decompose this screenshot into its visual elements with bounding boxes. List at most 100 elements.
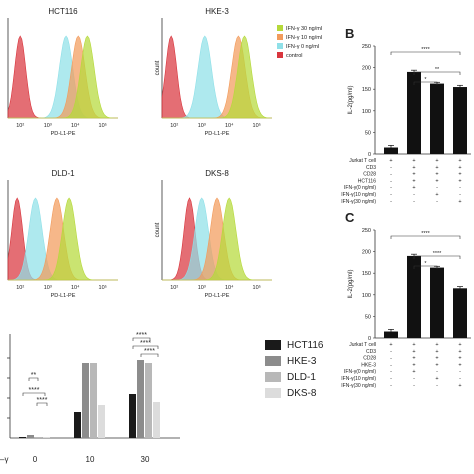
panel-condition-label: CD3 <box>366 165 376 171</box>
histogram-xlabel: PD-L1-PE <box>51 131 76 137</box>
panel-condition-mark: + <box>458 349 461 355</box>
panel-significance-label: **** <box>433 251 442 257</box>
panel-significance-label: **** <box>421 47 430 53</box>
panel-condition-mark: - <box>390 376 392 382</box>
panel-condition-mark: - <box>459 376 461 382</box>
bottom-bar <box>145 363 152 438</box>
histogram-tick-label: 10³ <box>44 285 52 291</box>
histogram-tick-label: 10⁴ <box>71 284 80 291</box>
panel-letter: C <box>345 210 355 225</box>
panel-condition-label: IFN-γ(10 ng/ml) <box>341 376 376 382</box>
panel-condition-mark: + <box>435 362 438 368</box>
panel-condition-label: IFN-γ(0 ng/ml) <box>344 369 376 375</box>
bottom-significance-bracket <box>36 402 48 406</box>
legend-swatch <box>277 43 283 49</box>
histogram-curve-ifn30 <box>8 35 118 119</box>
histogram-title: DKS-8 <box>205 169 229 178</box>
bottom-significance-bracket <box>132 337 151 341</box>
panel-b-chart: B050100150200250IL-2(pg/ml)*******Jurkat… <box>341 26 471 205</box>
panel-condition-mark: - <box>390 185 392 191</box>
bottom-legend-swatch <box>265 340 281 350</box>
panel-condition-mark: - <box>390 172 392 178</box>
panel-bar <box>453 87 467 154</box>
panel-condition-label: IFN-γ(30 ng/ml) <box>341 199 376 205</box>
panel-y-tick-label: 50 <box>365 130 371 136</box>
histogram-title: HCT116 <box>48 7 78 16</box>
panel-significance-bracket <box>413 255 461 259</box>
histogram-ylabel: count <box>155 222 161 237</box>
histogram-tick-label: 10³ <box>198 285 206 291</box>
panel-y-tick-label: 150 <box>362 87 371 93</box>
bottom-legend-swatch <box>265 388 281 398</box>
panel-significance-bracket <box>390 51 461 55</box>
panel-condition-label: Jurkat T cell <box>349 342 376 348</box>
panel-condition-mark: + <box>435 178 438 184</box>
panel-condition-label: CD28 <box>363 356 376 362</box>
legend-label: control <box>286 53 303 59</box>
panel-significance-bracket <box>413 71 461 75</box>
panel-condition-label: HCT116 <box>358 178 376 184</box>
panel-condition-mark: + <box>435 342 438 348</box>
panel-y-tick-label: 250 <box>362 44 371 50</box>
bottom-legend-swatch <box>265 372 281 382</box>
panel-bar <box>453 288 467 338</box>
bottom-bar <box>98 405 105 438</box>
panel-condition-mark: + <box>435 192 438 198</box>
histogram-tick-label: 10⁴ <box>225 122 234 129</box>
panel-condition-mark: + <box>458 172 461 178</box>
panel-condition-mark: - <box>390 356 392 362</box>
histogram-tick-label: 10⁵ <box>253 284 261 291</box>
panel-condition-mark: - <box>390 349 392 355</box>
panel-condition-mark: - <box>390 199 392 205</box>
bottom-legend-label: HKE-3 <box>287 356 317 367</box>
bottom-significance-label: **** <box>140 340 151 347</box>
legend-label: IFN-γ 0 ng/ml <box>286 44 319 50</box>
panel-y-tick-label: 100 <box>362 293 371 299</box>
bottom-significance-label: **** <box>136 332 147 339</box>
legend-label: IFN-γ 30 ng/ml <box>286 26 322 32</box>
bottom-significance-bracket <box>140 353 159 357</box>
bottom-legend-swatch <box>265 356 281 366</box>
flow-histograms: HCT116 10² 10³ 10⁴ 10⁵ PD-L1-PE HKE-3 count 10² 1… <box>7 7 272 299</box>
panel-condition-mark: + <box>412 362 415 368</box>
panel-condition-mark: - <box>413 199 415 205</box>
panel-significance-bracket <box>413 81 438 85</box>
panel-y-tick-label: 200 <box>362 250 371 256</box>
panel-condition-mark: - <box>459 185 461 191</box>
panel-condition-mark: + <box>412 356 415 362</box>
panel-condition-mark: - <box>436 369 438 375</box>
panel-condition-mark: + <box>412 342 415 348</box>
panel-condition-mark: - <box>390 362 392 368</box>
legend-swatch <box>277 52 283 58</box>
bottom-legend-label: DKS-8 <box>287 388 317 399</box>
histogram-tick-label: 10² <box>170 123 178 129</box>
panel-letter: B <box>345 26 354 41</box>
bottom-bar <box>19 437 26 438</box>
panel-significance-bracket <box>390 235 461 239</box>
panel-condition-label: CD28 <box>363 172 376 178</box>
bottom-significance-bracket <box>132 345 159 349</box>
panel-ylabel: IL-2(pg/ml) <box>348 269 354 298</box>
histogram-tick-label: 10² <box>170 285 178 291</box>
histogram-tick-label: 10³ <box>44 123 52 129</box>
panel-condition-mark: - <box>413 376 415 382</box>
bottom-category-label: 30 <box>141 455 150 464</box>
histogram-curve-ifn30 <box>162 35 272 119</box>
panel-condition-mark: + <box>458 383 461 389</box>
panel-bar <box>407 255 421 338</box>
panel-condition-mark: - <box>390 192 392 198</box>
histogram-tick-label: 10² <box>16 285 24 291</box>
bottom-significance-label: **** <box>29 387 40 394</box>
panel-y-tick-label: 200 <box>362 66 371 72</box>
panel-condition-mark: - <box>459 369 461 375</box>
panel-condition-mark: + <box>412 185 415 191</box>
histogram-tick-label: 10⁴ <box>71 122 80 129</box>
bottom-significance-bracket <box>28 377 39 381</box>
panel-y-tick-label: 150 <box>362 271 371 277</box>
panel-y-tick-label: 0 <box>368 336 371 342</box>
bottom-significance-label: **** <box>144 348 155 355</box>
bottom-bar <box>137 360 144 438</box>
panel-condition-mark: + <box>412 165 415 171</box>
